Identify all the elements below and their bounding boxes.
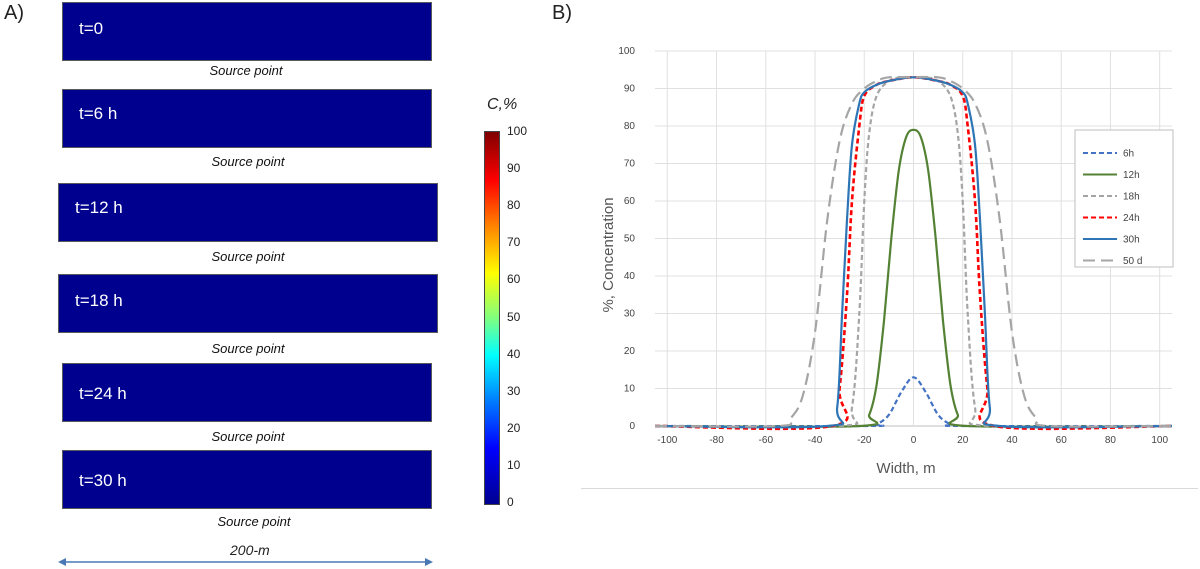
source-point-label: Source point [211,341,285,356]
y-tick-label: 90 [624,84,636,95]
snapshot-plume [184,451,310,508]
snapshot-plume [186,364,308,421]
y-tick-label: 50 [624,234,636,245]
x-axis-label: Width, m [876,460,935,477]
snapshot-time-label: t=24 h [79,384,127,403]
series-line-24h [654,75,1173,431]
x-tick-label: 0 [911,435,917,446]
legend-label: 18h [1123,192,1140,203]
x-tick-labels: -100 -80 -60 -40 -20 0 20 40 60 80 100 [657,435,1168,446]
series-line-30h [654,76,1173,429]
panel-divider [581,488,1198,489]
chart-series [654,75,1173,431]
concentration-chart: 0 10 20 30 40 50 60 70 80 90 100 -100 -80 -60 -40 -20 0… [600,46,1174,477]
snapshot-time-label: t=0 [79,19,104,38]
plume-blob [184,451,310,508]
y-tick-label: 70 [624,159,636,170]
legend-label: 6h [1123,149,1134,160]
snapshot-plume [63,3,431,60]
snapshot-plume [197,190,299,241]
y-tick-label: 60 [624,196,636,207]
source-point-label: Source point [211,249,285,264]
source-point-label: Source point [209,63,283,78]
snapshot-t6: t=6 h [62,89,432,148]
colorbar-tick: 30 [507,384,521,398]
y-tick-label: 20 [624,346,636,357]
colorbar-tick: 10 [507,458,521,472]
scale-arrow [58,558,433,566]
colorbar-tick: 0 [507,495,514,509]
y-tick-label: 0 [629,421,635,432]
x-tick-label: -60 [759,435,774,446]
legend-label: 12h [1123,170,1140,181]
colorbar-tick: 40 [507,347,521,361]
x-tick-label: 100 [1151,435,1168,446]
colorbar-tick: 50 [507,310,521,324]
colorbar-tick: 60 [507,272,521,286]
panel-b-label: B) [552,2,572,24]
legend-label: 50 d [1123,256,1142,267]
snapshot-time-label: t=30 h [79,471,127,490]
y-tick-label: 100 [618,46,635,57]
panel-a-label: A) [4,2,24,24]
colorbar [484,131,500,505]
colorbar-tick: 80 [507,198,521,212]
snapshot-t0: t=0 [62,2,432,61]
snapshot-t24: t=24 h [62,363,432,422]
legend-label: 24h [1123,213,1140,224]
snapshot-plume [207,107,287,147]
series-line-6h [654,376,1173,428]
y-tick-label: 80 [624,121,636,132]
y-tick-label: 30 [624,309,636,320]
x-tick-label: 80 [1105,435,1117,446]
snapshot-time-label: t=12 h [75,198,123,217]
colorbar-tick: 70 [507,235,521,249]
y-tick-label: 40 [624,271,636,282]
snapshot-t12: t=12 h [58,183,438,242]
plume-blob [197,190,299,241]
snapshot-t18: t=18 h [58,274,438,333]
chart-legend: 6h 12h 18h 24h 30h 50 d [1074,129,1174,268]
x-tick-label: 20 [957,435,969,446]
plume-blob [207,107,287,147]
scale-label: 200-m [230,542,270,558]
source-point-label: Source point [211,154,285,169]
legend-label: 30h [1123,235,1140,246]
colorbar-tick: 90 [507,161,521,175]
x-tick-label: -20 [857,435,872,446]
plume-blob [190,275,306,332]
series-line-12h [654,128,1173,428]
snapshot-time-label: t=6 h [79,104,118,123]
colorbar-title: C,% [487,96,518,113]
plume-blob [186,364,308,421]
x-tick-label: -100 [657,435,677,446]
y-tick-labels: 0 10 20 30 40 50 60 70 80 90 100 [618,46,635,432]
source-point-label: Source point [211,429,285,444]
source-point-label: Source point [217,514,291,529]
x-tick-label: -80 [709,435,724,446]
x-tick-label: 60 [1056,435,1068,446]
snapshot-time-label: t=18 h [75,291,123,310]
x-tick-label: 40 [1006,435,1018,446]
x-tick-label: -40 [808,435,823,446]
snapshot-t30: t=30 h [62,450,432,509]
snapshot-plume [190,275,306,332]
y-tick-label: 10 [624,384,636,395]
colorbar-tick: 100 [507,124,528,138]
colorbar-tick: 20 [507,421,521,435]
y-axis-label: %, Concentration [600,197,617,312]
